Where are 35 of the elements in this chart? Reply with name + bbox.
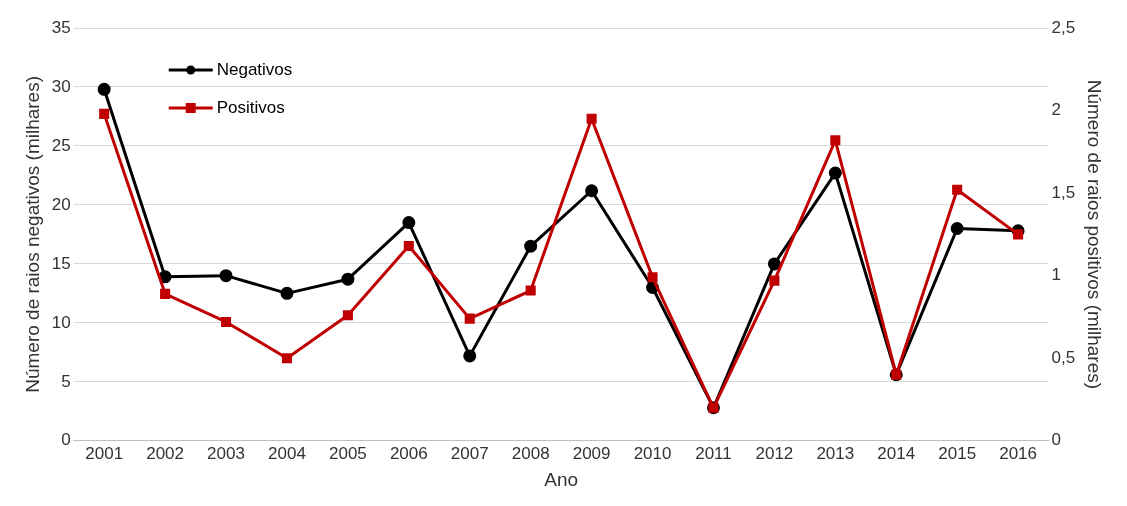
x-tick-label: 2009 bbox=[572, 443, 611, 463]
x-tick-label: 2006 bbox=[389, 443, 428, 463]
x-tick-label: 2003 bbox=[207, 443, 245, 463]
x-tick-label: 2001 bbox=[85, 443, 124, 463]
y2-tick-label: 1 bbox=[1051, 265, 1062, 285]
x-tick-label: 2008 bbox=[511, 443, 550, 463]
y-tick-label: 30 bbox=[51, 76, 71, 96]
x-tick-label: 2004 bbox=[268, 443, 306, 463]
x-tick-label: 2012 bbox=[755, 443, 794, 463]
y-tick-label: 25 bbox=[51, 135, 71, 155]
x-axis-title: Ano bbox=[544, 468, 579, 490]
x-tick-label: 2005 bbox=[328, 443, 367, 463]
x-tick-label: 2016 bbox=[999, 443, 1038, 463]
y2-axis-title: Número de raios positivos (milhares) bbox=[1084, 79, 1106, 390]
x-tick-label: 2014 bbox=[877, 443, 916, 463]
x-tick-label: 2015 bbox=[938, 443, 977, 463]
y2-tick-label: 0,5 bbox=[1051, 347, 1076, 367]
x-tick-label: 2011 bbox=[695, 443, 732, 463]
y-tick-label: 5 bbox=[61, 371, 71, 391]
y-axis-title: Número de raios negativos (milhares) bbox=[21, 76, 43, 393]
x-tick-label: 2007 bbox=[450, 443, 489, 463]
y-tick-label: 0 bbox=[61, 430, 71, 450]
y-tick-label: 10 bbox=[51, 312, 71, 332]
legend-label: Negativos bbox=[216, 59, 293, 79]
x-tick-label: 2010 bbox=[633, 443, 672, 463]
y2-tick-label: 2 bbox=[1051, 100, 1062, 120]
y2-tick-label: 1,5 bbox=[1051, 182, 1076, 202]
x-tick-label: 2002 bbox=[146, 443, 185, 463]
y2-tick-label: 0 bbox=[1051, 430, 1062, 450]
y-tick-label: 15 bbox=[51, 253, 71, 273]
y-tick-label: 20 bbox=[51, 194, 71, 214]
y2-tick-label: 2,5 bbox=[1051, 17, 1076, 37]
x-tick-label: 2013 bbox=[816, 443, 855, 463]
legend-label: Positivos bbox=[216, 97, 285, 117]
y-tick-label: 35 bbox=[51, 17, 71, 37]
